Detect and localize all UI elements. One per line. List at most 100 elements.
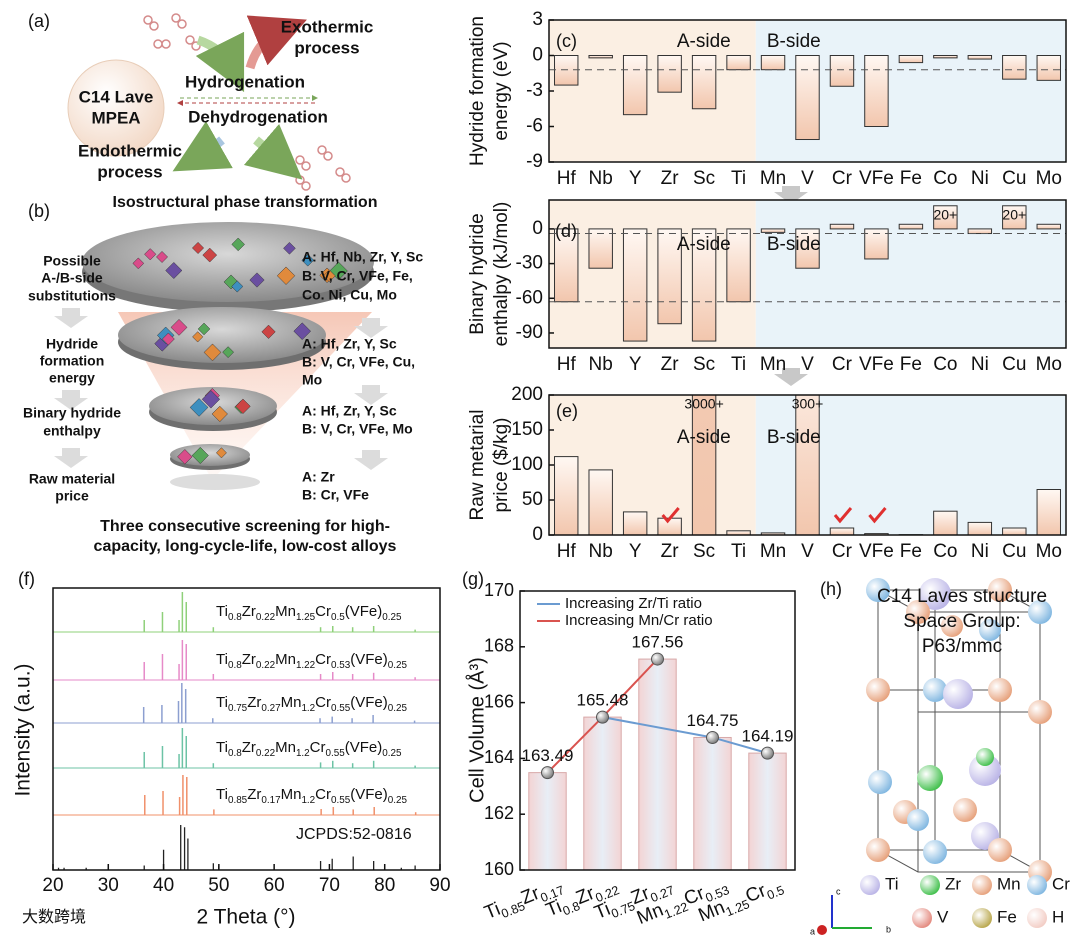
x-tick-label: Hf bbox=[557, 354, 577, 375]
bar bbox=[1002, 205, 1027, 230]
y-tick-label: -3 bbox=[526, 80, 543, 101]
plot-area bbox=[549, 20, 1066, 162]
polyhedron bbox=[223, 274, 239, 290]
legend-label: Increasing Zr/Ti ratio bbox=[565, 595, 702, 612]
arrow bbox=[172, 121, 233, 172]
reference-label: JCPDS:52-0816 bbox=[296, 826, 412, 843]
y-tick-label: 166 bbox=[484, 691, 514, 711]
y-tick-label: 170 bbox=[484, 580, 514, 600]
x-tick-label: Ni bbox=[971, 168, 989, 189]
polyhedron bbox=[156, 251, 168, 263]
bar bbox=[864, 228, 889, 260]
y-tick-label: 160 bbox=[484, 859, 514, 879]
bar bbox=[933, 510, 958, 535]
center-label: MPEA bbox=[91, 108, 140, 127]
step-label: price bbox=[55, 488, 89, 504]
bar bbox=[528, 772, 567, 871]
region bbox=[549, 395, 756, 535]
region bbox=[549, 200, 756, 348]
point bbox=[706, 730, 719, 744]
b-site-list: B: V, Cr, VFe, Cu, bbox=[302, 354, 415, 370]
atom bbox=[866, 678, 890, 702]
legend-label: H bbox=[1052, 907, 1064, 926]
arrow bbox=[195, 31, 245, 93]
atom bbox=[976, 748, 994, 766]
x-tick-label: Cu bbox=[1002, 541, 1026, 562]
value-label: 163.49 bbox=[522, 746, 574, 765]
polyhedra bbox=[132, 237, 348, 465]
x-tick-label: Ni bbox=[971, 541, 989, 562]
bar bbox=[933, 205, 958, 230]
x-tick-label: Sc bbox=[693, 541, 715, 562]
legend-swatch bbox=[972, 875, 992, 895]
atom bbox=[953, 798, 977, 822]
y-axis-label: energy (eV) bbox=[491, 41, 512, 140]
bar bbox=[622, 55, 648, 116]
panel-label: (c) bbox=[556, 31, 577, 51]
disk bbox=[118, 307, 326, 363]
region-label: A-side bbox=[677, 234, 731, 255]
panel-b-footer: Three consecutive screening for high- bbox=[100, 518, 390, 535]
region-label: B-side bbox=[767, 234, 821, 255]
b-site-list: B: V, Cr, VFe, Fe, bbox=[302, 268, 413, 284]
bar bbox=[795, 228, 820, 269]
plot-frame bbox=[52, 587, 441, 871]
a-site-list: A: Zr bbox=[302, 469, 335, 485]
x-tick-label: Mn bbox=[760, 354, 786, 375]
atom bbox=[979, 619, 1001, 641]
x-tick-label: 20 bbox=[42, 875, 63, 896]
polyhedron bbox=[293, 322, 312, 340]
triad-axis bbox=[817, 925, 827, 935]
legend-label: Increasing Mn/Cr ratio bbox=[565, 612, 713, 629]
axis-letter: b bbox=[886, 924, 891, 934]
b-site-list: B: V, Cr, VFe, Mo bbox=[302, 421, 413, 437]
polyhedron bbox=[132, 257, 145, 270]
exothermic-label: Exothermic bbox=[281, 17, 374, 36]
point bbox=[541, 766, 554, 780]
legend-label: V bbox=[937, 907, 949, 926]
atom bbox=[866, 578, 890, 602]
bar bbox=[1002, 55, 1027, 80]
y-axis-label: Binary hydride bbox=[467, 213, 488, 334]
value-label: 3000+ bbox=[684, 396, 723, 412]
y-tick-label: 100 bbox=[511, 454, 543, 475]
checkmark bbox=[868, 507, 887, 524]
center-disc bbox=[67, 59, 165, 157]
x-tick-label: 50 bbox=[208, 875, 229, 896]
bar bbox=[638, 658, 677, 871]
x-tick-label: Cr bbox=[832, 168, 853, 189]
atom bbox=[1028, 700, 1052, 724]
bar bbox=[829, 223, 855, 230]
bar bbox=[588, 55, 613, 59]
dehydrogenation-label: Dehydrogenation bbox=[188, 107, 328, 126]
axis-letter: a bbox=[810, 926, 815, 936]
atom bbox=[988, 578, 1012, 602]
panel-label: (b) bbox=[28, 201, 50, 221]
funnel-art bbox=[54, 186, 808, 490]
polyhedron bbox=[191, 446, 209, 465]
polyhedron bbox=[170, 318, 188, 336]
x-tick-label: Cr bbox=[832, 541, 853, 562]
y-tick-label: 3 bbox=[532, 9, 543, 30]
y-tick-label: -90 bbox=[516, 322, 543, 343]
step-label: Hydride bbox=[46, 336, 98, 352]
a-site-list: A: Hf, Nb, Zr, Y, Sc bbox=[302, 249, 423, 265]
x-tick-label: Cu bbox=[1002, 168, 1026, 189]
plot-area bbox=[549, 200, 1066, 348]
legend-swatch bbox=[912, 908, 932, 928]
bar bbox=[693, 736, 732, 871]
point bbox=[651, 652, 664, 666]
x-tick-label: Nb bbox=[589, 354, 613, 375]
y-tick-label: -60 bbox=[516, 287, 543, 308]
watermark: 大数跨境 bbox=[22, 907, 86, 926]
polyhedron bbox=[249, 272, 265, 288]
x-tick-label: 90 bbox=[429, 875, 450, 896]
center-label: C14 Lave bbox=[79, 87, 154, 106]
x-tick-label: 60 bbox=[264, 875, 285, 896]
polyhedron bbox=[203, 343, 222, 362]
x-tick-label: Mo bbox=[1036, 541, 1062, 562]
x-tick-label: V bbox=[801, 354, 814, 375]
bar bbox=[967, 55, 993, 60]
polyhedron bbox=[189, 398, 209, 417]
